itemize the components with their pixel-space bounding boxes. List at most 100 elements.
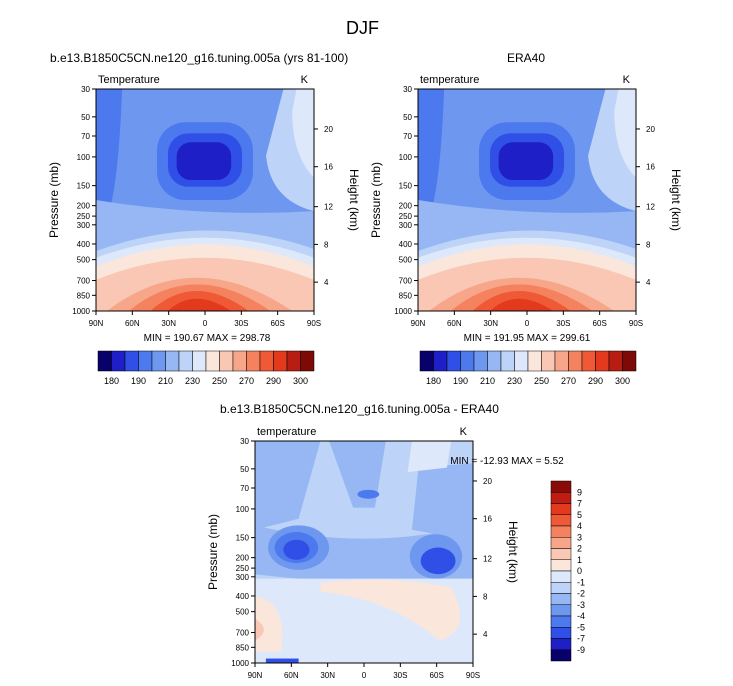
panel-1-ylabel-right: Height (km) xyxy=(347,169,361,231)
panel-3-ytick-label: 250 xyxy=(236,564,250,573)
panel-1-colorbar-swatch xyxy=(178,350,193,372)
panel-1-colorbar-swatch xyxy=(124,350,139,372)
panel-2-colorbar-swatch xyxy=(433,350,448,372)
panel-3-htick-label: 8 xyxy=(483,592,488,601)
panel-1-ytick-label: 30 xyxy=(81,85,90,94)
panel-2-ytick-label: 300 xyxy=(399,221,413,230)
panel-2-xtick-label: 60S xyxy=(593,319,607,328)
panel-1-colorbar-label: 290 xyxy=(266,376,281,386)
panel-2-colorbar-swatch xyxy=(541,350,556,372)
panel-1-xtick-label: 30N xyxy=(161,319,176,328)
panel-1-colorbar-swatch xyxy=(205,350,220,372)
panel-1-ytick-label: 850 xyxy=(77,291,91,300)
panel-1-ytick-label: 1000 xyxy=(72,307,90,316)
panel-2-left-label: temperature xyxy=(420,74,479,86)
panel-3-ytick-label: 850 xyxy=(236,643,250,652)
panel-2-ytick-label: 50 xyxy=(403,113,412,122)
panel-2-htick-label: 16 xyxy=(646,163,655,172)
panel-2-ytick-label: 100 xyxy=(399,153,413,162)
panel-1-colorbar-label: 230 xyxy=(185,376,200,386)
contour-fills-panel-3 xyxy=(255,441,473,663)
panel-3-colorbar-label: -3 xyxy=(577,600,585,610)
panel-2-colorbar-swatch xyxy=(500,350,515,372)
panel-3-units: K xyxy=(460,426,468,438)
panel-2-htick-label: 4 xyxy=(646,278,651,287)
panel-3-colorbar-swatch xyxy=(550,627,572,639)
panel-2-colorbar-label: 270 xyxy=(561,376,576,386)
panel-2-stats: MIN = 191.95 MAX = 299.61 xyxy=(464,333,591,344)
panel-3-colorbar-label: -1 xyxy=(577,577,585,587)
panel-3-colorbar-label: 2 xyxy=(577,544,582,554)
panel-3-ylabel: Pressure (mb) xyxy=(206,514,220,590)
panel-3-colorbar-label: 3 xyxy=(577,532,582,542)
panel-3-colorbar-swatch xyxy=(550,559,572,572)
panel-3-ytick-label: 150 xyxy=(236,534,250,543)
panel-2-colorbar-swatch xyxy=(622,350,637,372)
panel-3-htick-label: 16 xyxy=(483,515,492,524)
panel-3-colorbar-label: 1 xyxy=(577,555,582,565)
panel-3-colorbar-label: 0 xyxy=(577,566,582,576)
panel-1-ytick-label: 300 xyxy=(77,221,91,230)
panel-1-colorbar-label: 270 xyxy=(239,376,254,386)
panel-3-ylabel-right: Height (km) xyxy=(506,521,520,583)
panel-1-colorbar-label: 300 xyxy=(293,376,308,386)
panel-1-ytick-label: 250 xyxy=(77,212,91,221)
panel-3-left-label: temperature xyxy=(257,426,316,438)
panel-2-colorbar-swatch xyxy=(514,350,529,372)
panel-3-xtick-label: 60S xyxy=(430,671,444,680)
panel-3-colorbar-label: -7 xyxy=(577,634,585,644)
page-title: DJF xyxy=(346,18,379,38)
panel-1-xtick-label: 0 xyxy=(203,319,208,328)
panel-3-colorbar-label: 9 xyxy=(577,487,582,497)
panel-2-colorbar-label: 300 xyxy=(615,376,630,386)
panel-1-ytick-label: 200 xyxy=(77,202,91,211)
panel-2-ytick-label: 30 xyxy=(403,85,412,94)
panel-2-ytick-label: 70 xyxy=(403,132,412,141)
panel-1-ytick-label: 700 xyxy=(77,277,91,286)
panel-2-ylabel-right: Height (km) xyxy=(669,169,683,231)
panel-2-colorbar-swatch xyxy=(595,350,610,372)
panel-3-ytick-label: 70 xyxy=(240,484,249,493)
panel-3-colorbar-swatch xyxy=(550,593,572,605)
panel-3-colorbar-swatch xyxy=(550,503,572,515)
panel-2-ylabel: Pressure (mb) xyxy=(369,162,383,238)
panel-2-colorbar-swatch xyxy=(487,350,502,372)
panel-2-htick-label: 12 xyxy=(646,203,655,212)
panel-3-htick-label: 20 xyxy=(483,477,492,486)
panel-1-colorbar-swatch xyxy=(151,350,166,372)
panel-3-colorbar-label: 7 xyxy=(577,499,582,509)
panel-2-ytick-label: 850 xyxy=(399,291,413,300)
panel-2-ytick-label: 700 xyxy=(399,277,413,286)
panel-1-ytick-label: 400 xyxy=(77,240,91,249)
panel-1-colorbar-swatch xyxy=(138,350,153,372)
panel-2-ytick-label: 500 xyxy=(399,256,413,265)
panel-3-xtick-label: 0 xyxy=(362,671,367,680)
panel-2-colorbar-swatch xyxy=(460,350,475,372)
panel-2-xtick-label: 30S xyxy=(556,319,570,328)
panel-3-colorbar-swatch xyxy=(550,615,572,628)
panel-1-htick-label: 12 xyxy=(324,203,333,212)
panel-2-xtick-label: 90N xyxy=(411,319,426,328)
panel-1-colorbar-swatch xyxy=(259,350,274,372)
panel-2-xtick-label: 90S xyxy=(629,319,643,328)
panel-3-colorbar-swatch xyxy=(550,537,572,549)
panel-1-ytick-label: 50 xyxy=(81,113,90,122)
panel-3-colorbar-swatch xyxy=(550,582,572,594)
panel-3-xtick-label: 60N xyxy=(284,671,299,680)
panel-3-ytick-label: 50 xyxy=(240,465,249,474)
panel-1-colorbar-swatch xyxy=(111,350,126,372)
panel-1-xtick-label: 30S xyxy=(234,319,248,328)
panel-1-htick-label: 4 xyxy=(324,278,329,287)
panel-1-colorbar-swatch xyxy=(286,350,301,372)
panel-2-colorbar-swatch xyxy=(419,350,434,372)
panel-3-htick-label: 12 xyxy=(483,555,492,564)
panel-1-colorbar-swatch xyxy=(97,350,112,372)
panel-3-ytick-label: 400 xyxy=(236,592,250,601)
panel-2-units: K xyxy=(623,74,631,86)
panel-3-ytick-label: 200 xyxy=(236,554,250,563)
panel-1-colorbar-label: 250 xyxy=(212,376,227,386)
panel-3-title: b.e13.B1850C5CN.ne120_g16.tuning.005a - … xyxy=(220,402,499,416)
panel-2-ytick-label: 200 xyxy=(399,202,413,211)
panel-1-colorbar-label: 190 xyxy=(131,376,146,386)
panel-1-xtick-label: 60S xyxy=(271,319,285,328)
